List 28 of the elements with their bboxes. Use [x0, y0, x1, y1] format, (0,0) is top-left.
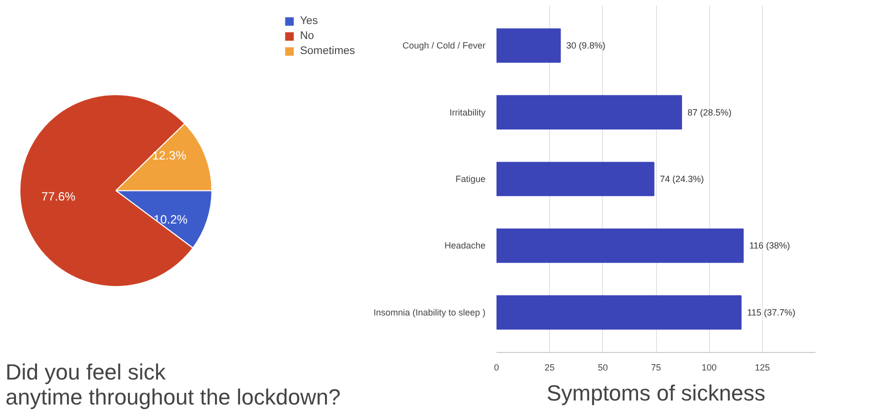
bar	[496, 228, 744, 263]
y-tick-label: Headache	[444, 240, 486, 251]
text: Symptoms of sickness	[546, 380, 766, 406]
bar	[496, 295, 742, 330]
legend-label: No	[300, 30, 316, 42]
x-tick-label: 25	[544, 362, 555, 372]
data-label: 12.3%	[152, 148, 187, 163]
data-label: 30 (9.8%)	[566, 40, 606, 51]
text: Did you feel sick anytime throughout the lockdown?	[6, 360, 341, 410]
data-label: 77.6%	[41, 190, 76, 204]
bar	[496, 162, 654, 196]
x-tick-label: 0	[494, 362, 500, 372]
y-tick-label: Cough / Cold / Fever	[402, 40, 486, 51]
y-tick-label: Irritability	[449, 107, 486, 118]
legend-label: Yes	[300, 15, 319, 27]
y-tick-label: Fatigue	[455, 174, 486, 184]
x-tick-label: 50	[598, 362, 608, 372]
data-label: 115 (37.7%)	[747, 307, 796, 318]
data-label: 87 (28.5%)	[688, 107, 732, 118]
x-tick-label: 75	[650, 362, 662, 372]
legend-label: Sometimes	[300, 45, 355, 57]
bar	[496, 28, 561, 63]
data-label: 116 (38%)	[749, 240, 790, 251]
x-tick-label: 125	[754, 362, 770, 372]
x-tick-label: 100	[702, 362, 717, 372]
y-tick-label: Insomnia (Inability to sleep )	[373, 307, 486, 318]
data-label: 74 (24.3%)	[660, 174, 704, 184]
bar	[496, 95, 682, 130]
